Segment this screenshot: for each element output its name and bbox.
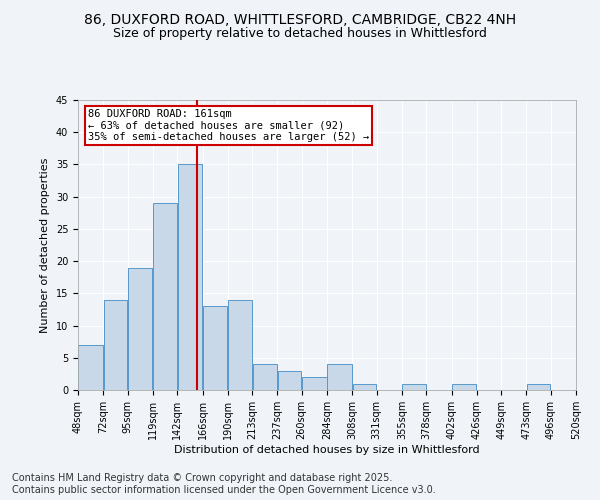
Bar xyxy=(154,203,177,390)
Bar xyxy=(353,384,376,390)
Bar xyxy=(79,345,103,390)
X-axis label: Distribution of detached houses by size in Whittlesford: Distribution of detached houses by size … xyxy=(174,444,480,454)
Bar xyxy=(128,268,152,390)
Bar xyxy=(527,384,550,390)
Bar xyxy=(178,164,202,390)
Bar xyxy=(203,306,227,390)
Text: 86, DUXFORD ROAD, WHITTLESFORD, CAMBRIDGE, CB22 4NH: 86, DUXFORD ROAD, WHITTLESFORD, CAMBRIDG… xyxy=(84,12,516,26)
Bar xyxy=(253,364,277,390)
Text: Size of property relative to detached houses in Whittlesford: Size of property relative to detached ho… xyxy=(113,28,487,40)
Bar xyxy=(328,364,352,390)
Bar xyxy=(278,370,301,390)
Y-axis label: Number of detached properties: Number of detached properties xyxy=(40,158,50,332)
Bar xyxy=(403,384,426,390)
Bar xyxy=(302,377,326,390)
Bar xyxy=(228,300,251,390)
Bar xyxy=(104,300,127,390)
Bar xyxy=(452,384,476,390)
Text: 86 DUXFORD ROAD: 161sqm
← 63% of detached houses are smaller (92)
35% of semi-de: 86 DUXFORD ROAD: 161sqm ← 63% of detache… xyxy=(88,108,369,142)
Text: Contains HM Land Registry data © Crown copyright and database right 2025.
Contai: Contains HM Land Registry data © Crown c… xyxy=(12,474,436,495)
